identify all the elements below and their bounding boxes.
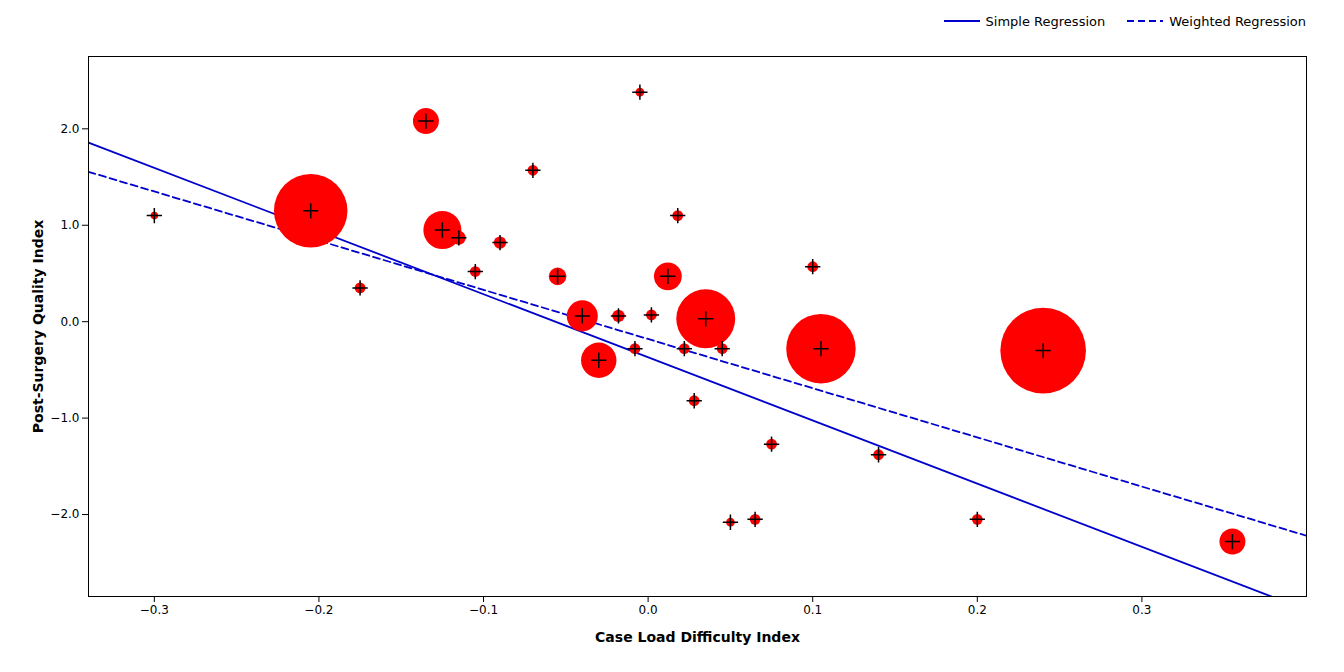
svg-text:0.0: 0.0 [60, 315, 79, 329]
svg-text:−0.1: −0.1 [469, 603, 498, 617]
svg-text:−0.2: −0.2 [304, 603, 333, 617]
svg-text:0.1: 0.1 [803, 603, 822, 617]
svg-text:0.3: 0.3 [1132, 603, 1151, 617]
svg-text:−1.0: −1.0 [50, 411, 79, 425]
html-text:Weighted Regression: Weighted Regression [1169, 13, 1306, 29]
svg-text:0.2: 0.2 [968, 603, 987, 617]
svg-text:−0.3: −0.3 [140, 603, 169, 617]
svg-text:1.0: 1.0 [60, 218, 79, 232]
svg-text:−2.0: −2.0 [50, 507, 79, 521]
svg-text:2.0: 2.0 [60, 122, 79, 136]
svg-text:Case Load Difficulty Index: Case Load Difficulty Index [595, 629, 800, 645]
svg-text:Post-Surgery Quality Index: Post-Surgery Quality Index [30, 220, 46, 433]
html-text:Simple Regression: Simple Regression [985, 13, 1106, 29]
svg-text:0.0: 0.0 [639, 603, 658, 617]
